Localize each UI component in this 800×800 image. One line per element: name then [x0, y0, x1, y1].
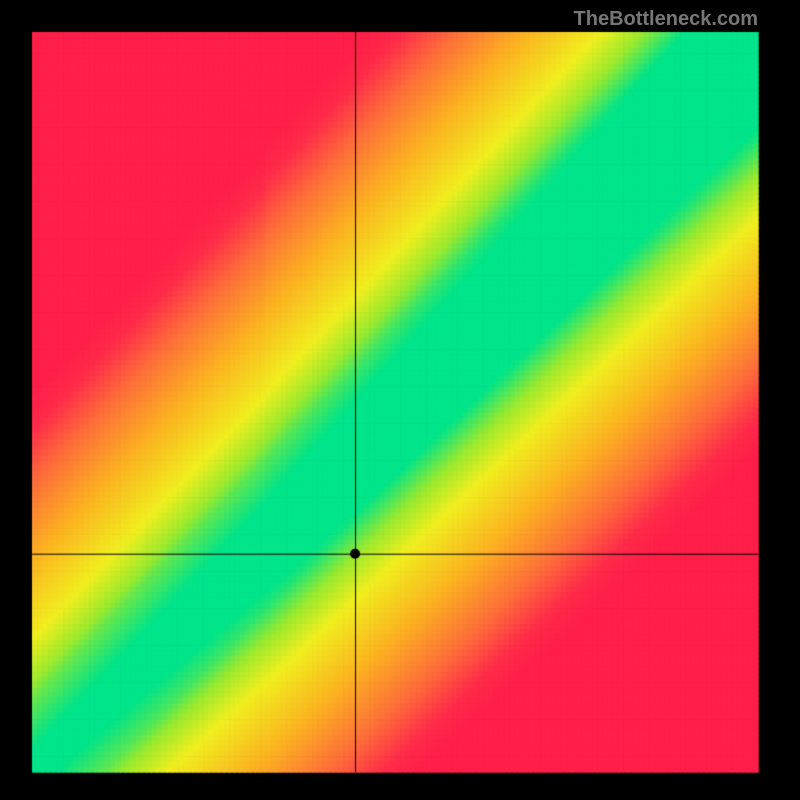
watermark-text: TheBottleneck.com	[574, 8, 758, 31]
chart-container: TheBottleneck.com	[0, 0, 800, 800]
bottleneck-heatmap	[0, 0, 800, 800]
